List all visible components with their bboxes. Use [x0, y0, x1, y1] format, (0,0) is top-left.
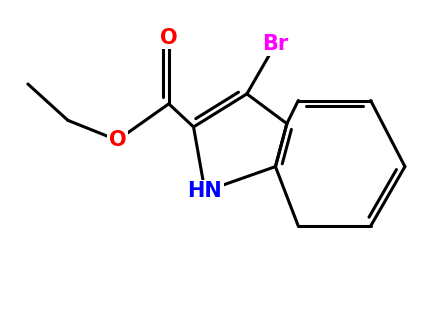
Text: Br: Br — [262, 34, 289, 54]
Text: O: O — [109, 130, 126, 150]
Text: O: O — [160, 28, 178, 48]
Text: HN: HN — [187, 181, 222, 201]
